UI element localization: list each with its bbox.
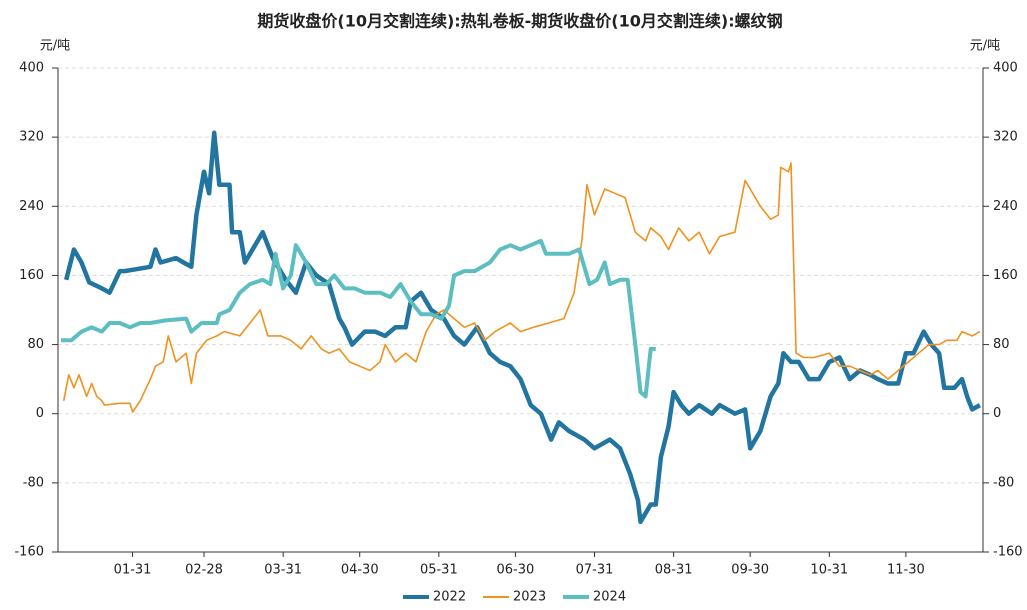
y-tick-label: 160 — [19, 268, 44, 283]
chart-title: 期货收盘价(10月交割连续):热轧卷板-期货收盘价(10月交割连续):螺纹钢 — [257, 12, 782, 31]
x-tick-label: 01-31 — [114, 563, 152, 578]
x-tick-label: 09-30 — [731, 563, 769, 578]
y-tick-label: -80 — [23, 475, 44, 490]
y2-tick-label: -160 — [993, 545, 1023, 560]
x-tick-label: 02-28 — [185, 563, 223, 578]
y2-tick-label: 0 — [993, 406, 1001, 421]
y2-tick-label: 400 — [993, 61, 1018, 76]
y2-tick-label: 320 — [993, 130, 1018, 145]
y-tick-label: 320 — [19, 130, 44, 145]
y-axis-label: 元/吨 — [40, 39, 70, 54]
y-tick-label: 0 — [36, 406, 44, 421]
y-tick-label: 80 — [27, 337, 44, 352]
x-tick-label: 08-31 — [655, 563, 693, 578]
series-line — [61, 238, 656, 399]
legend-label: 2024 — [593, 590, 626, 605]
y2-tick-label: 80 — [993, 337, 1010, 352]
x-tick-label: 04-30 — [341, 563, 379, 578]
y-tick-label: -160 — [14, 545, 44, 560]
series-line — [64, 130, 981, 525]
series-line — [62, 162, 981, 413]
y2-tick-label: 240 — [993, 199, 1018, 214]
legend-label: 2023 — [513, 590, 546, 605]
x-tick-label: 11-30 — [887, 563, 925, 578]
y2-tick-label: -80 — [993, 475, 1014, 490]
x-tick-label: 07-31 — [576, 563, 614, 578]
y-tick-label: 400 — [19, 61, 44, 76]
y2-axis-label: 元/吨 — [970, 39, 1000, 54]
y2-tick-label: 160 — [993, 268, 1018, 283]
x-tick-label: 03-31 — [264, 563, 302, 578]
y-tick-label: 240 — [19, 199, 44, 214]
x-tick-label: 05-31 — [420, 563, 458, 578]
legend-label: 2022 — [433, 590, 466, 605]
x-tick-label: 10-31 — [810, 563, 848, 578]
x-tick-label: 06-30 — [497, 563, 535, 578]
